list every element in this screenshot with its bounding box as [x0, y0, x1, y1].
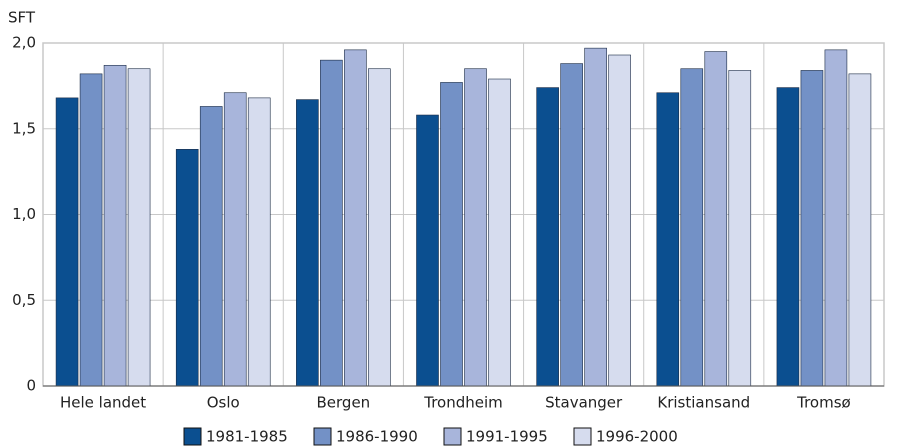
- legend-swatch: [573, 427, 592, 446]
- legend-swatch: [443, 427, 462, 446]
- bar: [584, 47, 607, 387]
- bar: [368, 68, 391, 387]
- y-tick-label: 1,5: [12, 119, 36, 137]
- x-tick-label: Bergen: [317, 394, 371, 412]
- bar: [728, 70, 752, 387]
- legend-label: 1991-1995: [466, 428, 548, 446]
- y-tick-label: 2,0: [12, 34, 36, 52]
- bar: [536, 87, 559, 387]
- y-tick-label: 0,5: [12, 291, 36, 309]
- bar: [560, 63, 583, 387]
- bar: [488, 78, 511, 387]
- bar: [776, 87, 800, 387]
- bar: [296, 99, 319, 387]
- bar: [320, 59, 343, 387]
- y-axis-label: SFT: [8, 9, 36, 27]
- bar: [440, 82, 463, 387]
- x-tick-label: Oslo: [207, 394, 240, 412]
- bar: [656, 92, 680, 387]
- y-tick-label: 1,0: [12, 205, 36, 223]
- bar: [55, 97, 79, 387]
- bar: [199, 106, 223, 387]
- bar: [680, 68, 704, 387]
- bar: [608, 54, 631, 387]
- legend-label: 1986-1990: [336, 428, 418, 446]
- x-tick-label: Trondheim: [423, 394, 503, 412]
- bar: [800, 70, 824, 387]
- bar: [704, 51, 728, 387]
- x-tick-label: Kristiansand: [657, 394, 750, 412]
- legend-swatch: [183, 427, 202, 446]
- legend-label: 1996-2000: [596, 428, 678, 446]
- bar: [79, 73, 103, 387]
- legend-swatch: [313, 427, 332, 446]
- bar: [175, 149, 199, 387]
- bar: [824, 49, 848, 387]
- x-tick-label: Stavanger: [545, 394, 623, 412]
- bar: [416, 114, 439, 387]
- bar: [247, 97, 271, 387]
- x-tick-label: Tromsø: [796, 394, 851, 412]
- x-tick-label: Hele landet: [60, 394, 146, 412]
- legend-label: 1981-1985: [206, 428, 288, 446]
- bar: [127, 68, 151, 387]
- bar: [344, 49, 367, 387]
- bar: [848, 73, 872, 387]
- bar: [464, 68, 487, 387]
- bar: [103, 64, 127, 387]
- y-tick-label: 0: [26, 377, 36, 395]
- bar: [223, 92, 247, 387]
